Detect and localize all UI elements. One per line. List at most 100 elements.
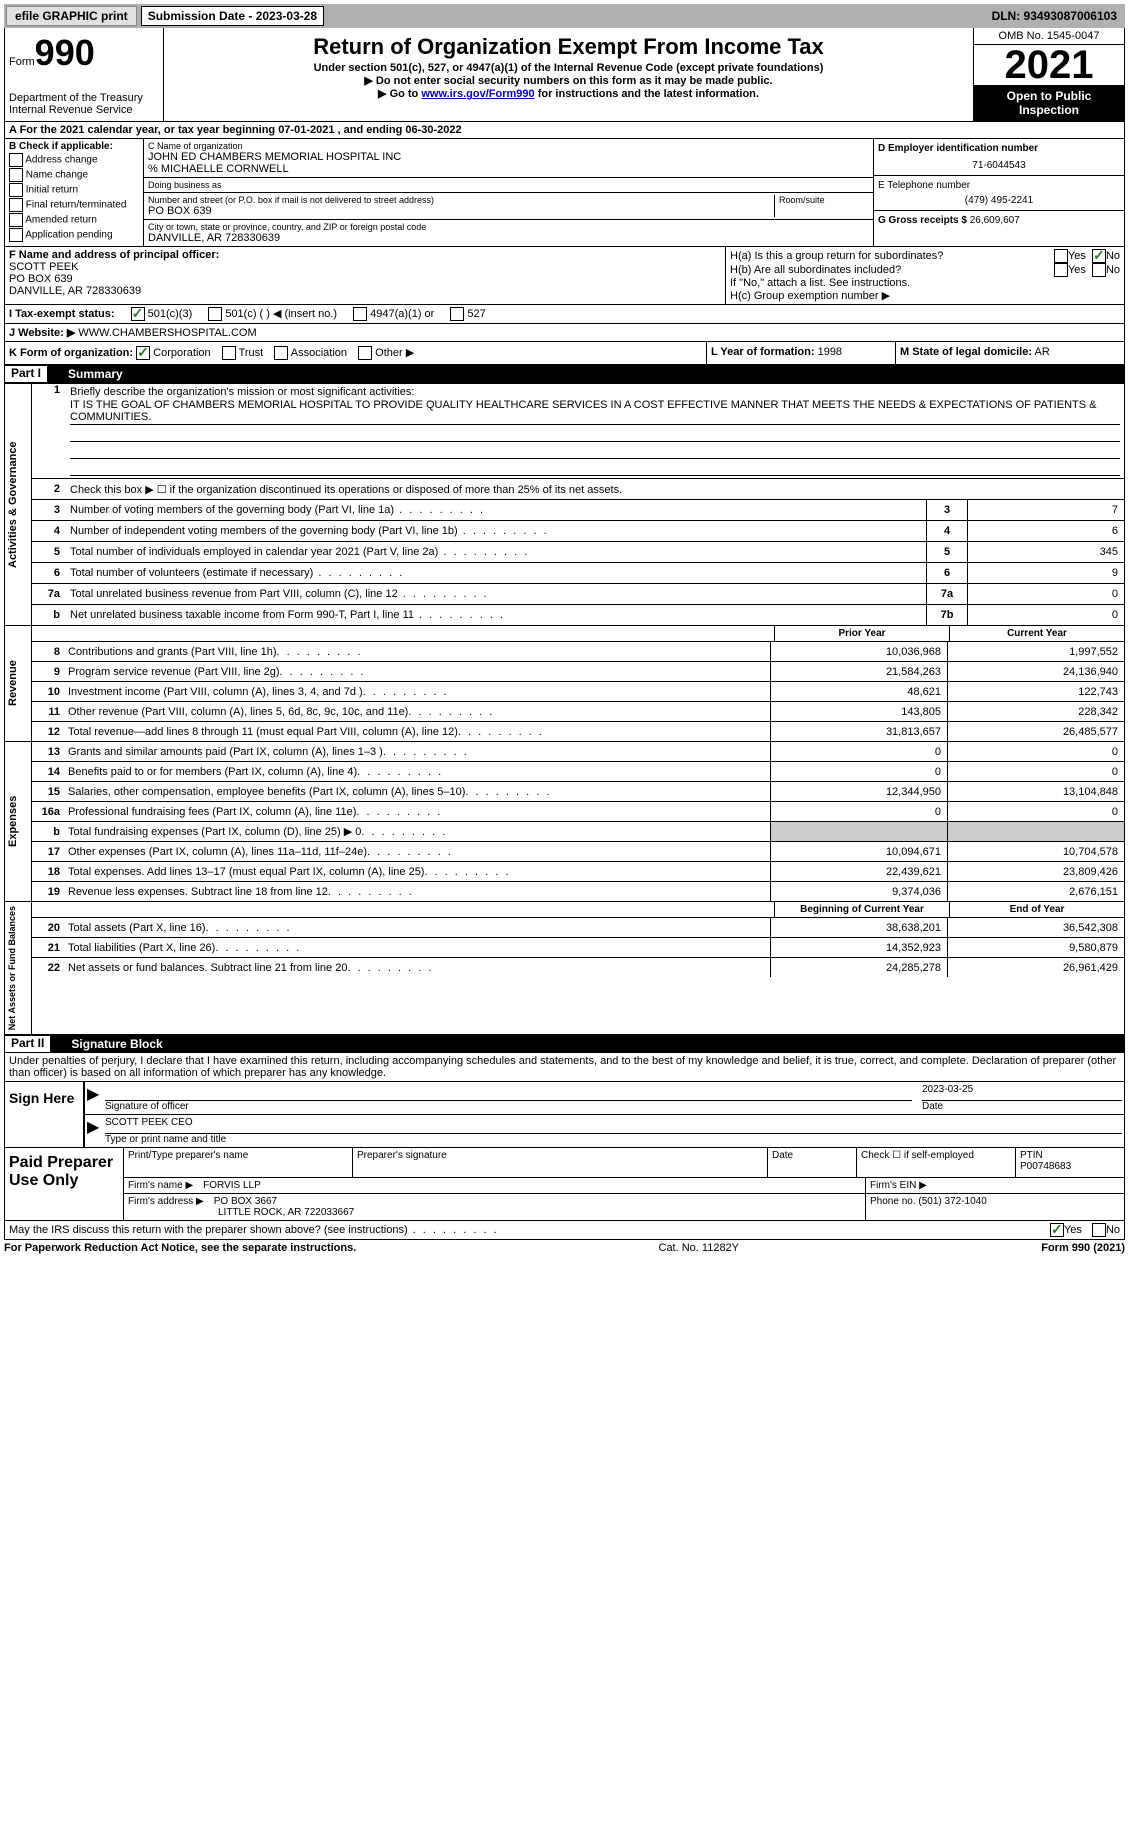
prep-sig-label: Preparer's signature [357,1150,763,1161]
hb-note: If "No," attach a list. See instructions… [730,277,1120,289]
block-h: H(a) Is this a group return for subordin… [725,247,1124,304]
hb-no[interactable] [1092,263,1106,277]
part-2-header: Part II Signature Block [4,1035,1125,1053]
fin-current-year: 26,961,429 [947,958,1124,977]
fin-desc: Total fundraising expenses (Part IX, col… [64,822,770,841]
side-expenses: Expenses [5,742,32,901]
ptin-value: P00748683 [1020,1161,1120,1172]
hb-yes[interactable] [1054,263,1068,277]
fin-desc: Other revenue (Part VIII, column (A), li… [64,702,770,721]
fin-prior-year: 10,036,968 [770,642,947,661]
irs-link[interactable]: www.irs.gov/Form990 [421,88,534,100]
fin-desc: Program service revenue (Part VIII, line… [64,662,770,681]
ha-yes[interactable] [1054,249,1068,263]
block-i-j: I Tax-exempt status: 501(c)(3) 501(c) ( … [4,305,1125,342]
dln-number: DLN: 93493087006103 [992,9,1123,23]
chk-address-change[interactable]: Address change [9,153,139,167]
fin-prior-year: 31,813,657 [770,722,947,741]
may-irs-yes[interactable] [1050,1223,1064,1237]
chk-trust[interactable] [222,346,236,360]
line-3-value: 7 [967,500,1124,520]
efile-print-button[interactable]: efile GRAPHIC print [6,6,137,26]
m-value: AR [1034,346,1049,358]
fin-current-year: 10,704,578 [947,842,1124,861]
fin-desc: Salaries, other compensation, employee b… [64,782,770,801]
fin-row: 18Total expenses. Add lines 13–17 (must … [32,862,1124,882]
tel-value: (479) 495-2241 [878,195,1120,206]
line-5: Total number of individuals employed in … [66,544,926,560]
chk-527[interactable] [450,307,464,321]
chk-final-return[interactable]: Final return/terminated [9,198,139,212]
k-label: K Form of organization: [9,347,133,359]
part-2-number: Part II [4,1035,51,1053]
fin-row: 14Benefits paid to or for members (Part … [32,762,1124,782]
chk-501c[interactable] [208,307,222,321]
hdr-prior-year: Prior Year [774,626,949,641]
chk-name-change[interactable]: Name change [9,168,139,182]
chk-amended-return[interactable]: Amended return [9,213,139,227]
city-value: DANVILLE, AR 728330639 [148,232,869,244]
may-irs-no[interactable] [1092,1223,1106,1237]
gross-value: 26,609,607 [970,215,1020,226]
chk-other[interactable] [358,346,372,360]
fin-row: 20Total assets (Part X, line 16)38,638,2… [32,918,1124,938]
chk-501c3[interactable] [131,307,145,321]
header-middle: Return of Organization Exempt From Incom… [164,28,973,121]
ha-no[interactable] [1092,249,1106,263]
fin-current-year: 122,743 [947,682,1124,701]
fin-row: 22Net assets or fund balances. Subtract … [32,958,1124,977]
org-name: JOHN ED CHAMBERS MEMORIAL HOSPITAL INC [148,151,869,163]
ptin-label: PTIN [1020,1150,1120,1161]
line-7a: Total unrelated business revenue from Pa… [66,586,926,602]
sig-date-label: Date [922,1101,1122,1112]
block-f-h: F Name and address of principal officer:… [4,247,1125,305]
i-label: I Tax-exempt status: [9,308,115,320]
fin-desc: Net assets or fund balances. Subtract li… [64,958,770,977]
fin-row: 8Contributions and grants (Part VIII, li… [32,642,1124,662]
gross-label: G Gross receipts $ [878,215,967,226]
chk-initial-return[interactable]: Initial return [9,183,139,197]
col-b-title: B Check if applicable: [9,141,139,152]
open-to-public: Open to Public Inspection [974,85,1124,121]
hdr-current-year: Current Year [949,626,1124,641]
submission-date: Submission Date - 2023-03-28 [141,6,324,26]
page-footer: For Paperwork Reduction Act Notice, see … [4,1240,1125,1256]
fin-desc: Investment income (Part VIII, column (A)… [64,682,770,701]
footer-cat: Cat. No. 11282Y [356,1242,1041,1254]
fin-desc: Total liabilities (Part X, line 26) [64,938,770,957]
fin-current-year: 0 [947,742,1124,761]
line-7a-value: 0 [967,584,1124,604]
fin-prior-year [770,822,947,841]
sign-here-block: Sign Here ▶ Signature of officer 2023-03… [4,1082,1125,1148]
side-revenue: Revenue [5,626,32,741]
irs-label: Internal Revenue Service [9,104,159,116]
paid-preparer-block: Paid Preparer Use Only Print/Type prepar… [4,1148,1125,1221]
form-subtitle: Under section 501(c), 527, or 4947(a)(1)… [168,62,969,74]
fin-desc: Grants and similar amounts paid (Part IX… [64,742,770,761]
fin-row: 9Program service revenue (Part VIII, lin… [32,662,1124,682]
phone-value: (501) 372-1040 [918,1196,986,1207]
line-1-mission: IT IS THE GOAL OF CHAMBERS MEMORIAL HOSP… [70,398,1120,425]
chk-application-pending[interactable]: Application pending [9,228,139,242]
fin-current-year: 1,997,552 [947,642,1124,661]
side-activities-governance: Activities & Governance [5,384,32,625]
dba-label: Doing business as [148,180,869,190]
city-label: City or town, state or province, country… [148,222,869,232]
line-4-value: 6 [967,521,1124,541]
fin-prior-year: 48,621 [770,682,947,701]
chk-corporation[interactable] [136,346,150,360]
chk-association[interactable] [274,346,288,360]
entity-block: B Check if applicable: Address change Na… [4,139,1125,247]
firm-addr-label: Firm's address ▶ [128,1196,204,1207]
fin-row: 13Grants and similar amounts paid (Part … [32,742,1124,762]
fin-current-year: 23,809,426 [947,862,1124,881]
fin-prior-year: 0 [770,742,947,761]
fin-row: 12Total revenue—add lines 8 through 11 (… [32,722,1124,741]
line-7b: Net unrelated business taxable income fr… [66,607,926,623]
chk-4947[interactable] [353,307,367,321]
top-bar: efile GRAPHIC print Submission Date - 20… [4,4,1125,28]
ein-value: 71-6044543 [878,160,1120,171]
f-addr2: DANVILLE, AR 728330639 [9,285,721,297]
fin-prior-year: 0 [770,802,947,821]
mission-blank-1 [70,425,1120,442]
